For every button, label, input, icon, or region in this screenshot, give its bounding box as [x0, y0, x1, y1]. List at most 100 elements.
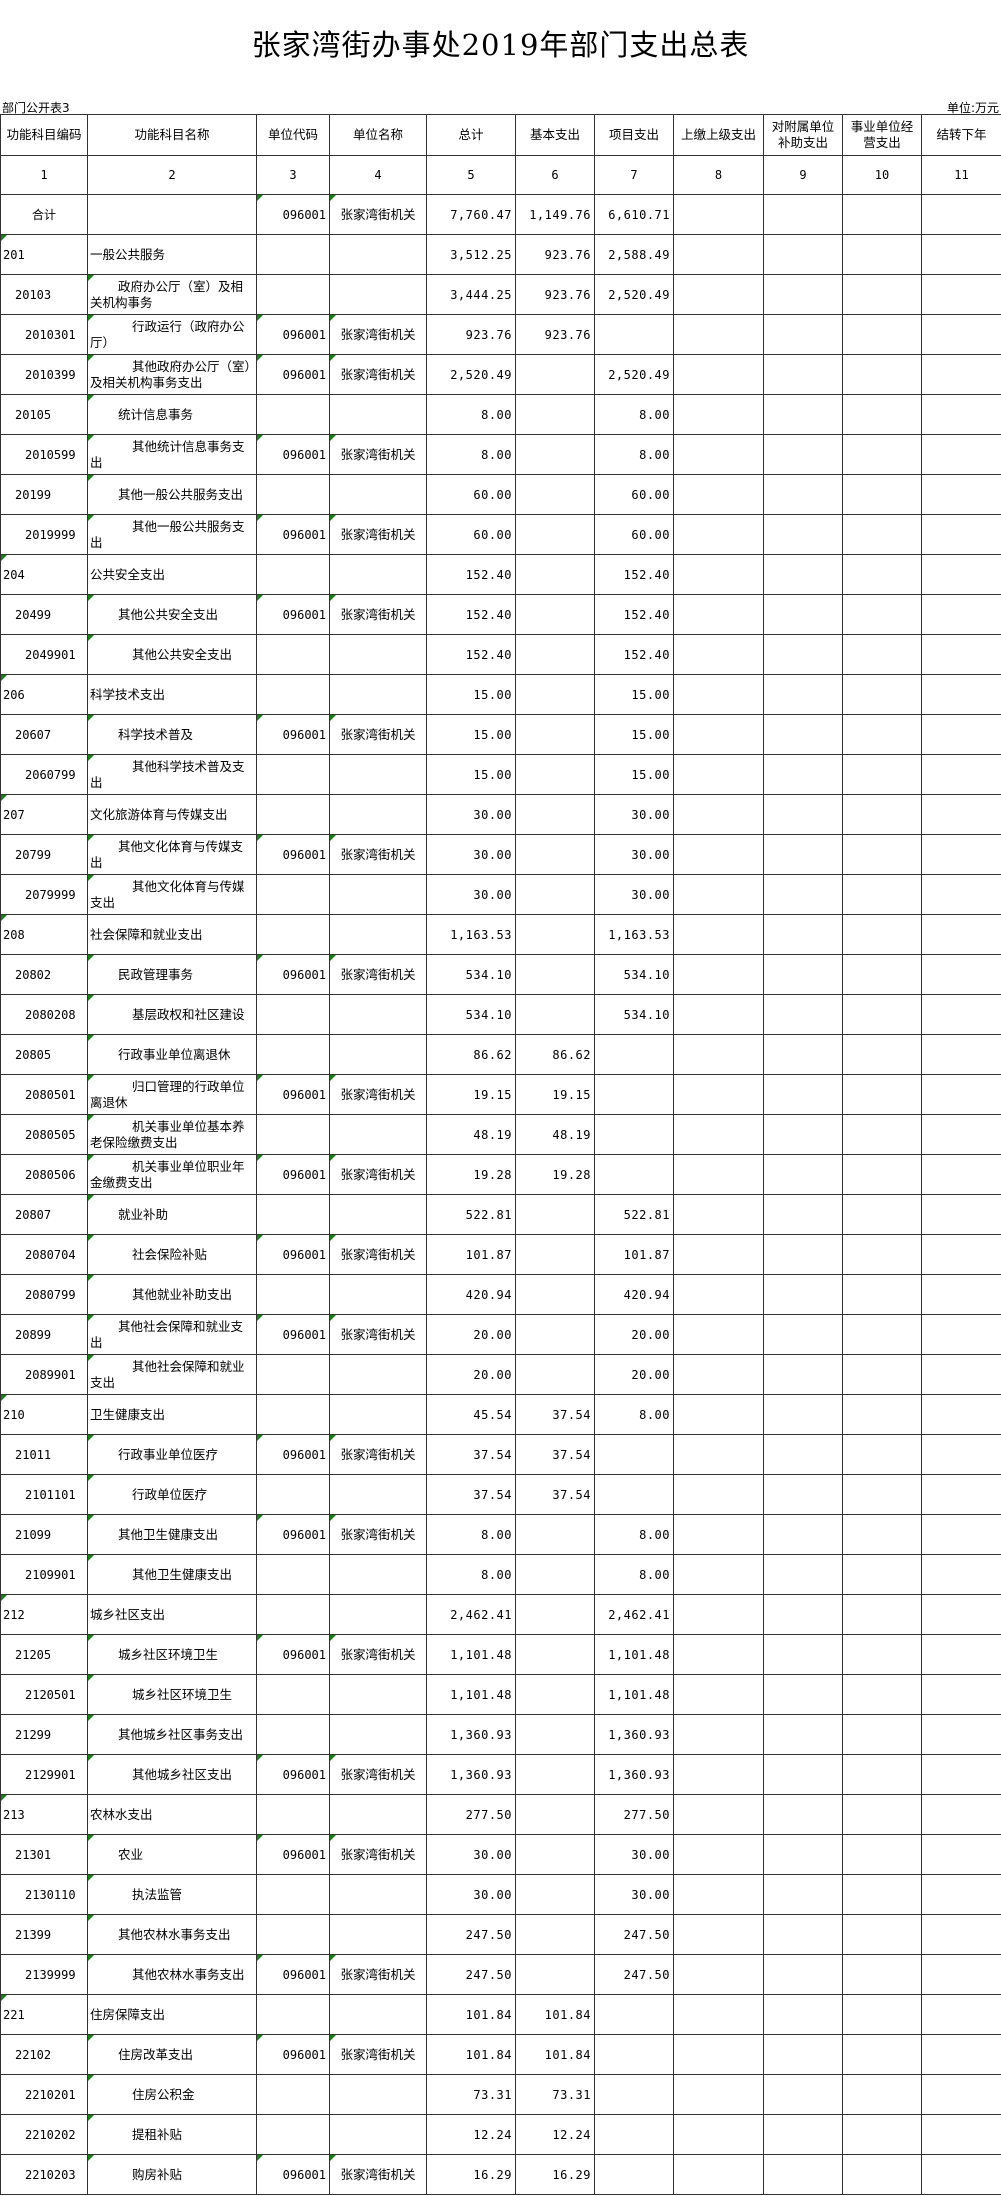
unit-code-cell: 096001	[256, 714, 330, 755]
basic-cell	[515, 1834, 595, 1875]
remit-upper-cell	[673, 434, 764, 475]
subsidy-cell	[763, 1314, 843, 1355]
unit-code-cell	[256, 1474, 330, 1515]
unit-code-cell: 096001	[256, 1434, 330, 1475]
code-cell: 2120501	[0, 1674, 88, 1715]
subsidy-cell	[763, 354, 843, 395]
code-cell: 20802	[0, 954, 88, 995]
column-number: 3	[256, 155, 330, 195]
basic-cell: 48.19	[515, 1114, 595, 1155]
carry-over-cell	[921, 1354, 1001, 1395]
basic-cell: 12.24	[515, 2114, 595, 2155]
business-cell	[842, 474, 922, 515]
carry-over-cell	[921, 194, 1001, 235]
carry-over-cell	[921, 1114, 1001, 1155]
name-cell: 民政管理事务	[87, 954, 257, 995]
project-cell: 534.10	[594, 954, 674, 995]
unit-name-cell	[329, 1794, 427, 1835]
total-cell: 15.00	[426, 674, 516, 715]
code-cell: 2089901	[0, 1354, 88, 1395]
project-cell: 15.00	[594, 714, 674, 755]
project-cell: 522.81	[594, 1194, 674, 1235]
total-cell: 15.00	[426, 754, 516, 795]
name-cell: 购房补贴	[87, 2154, 257, 2195]
unit-code-cell: 096001	[256, 1314, 330, 1355]
carry-over-cell	[921, 554, 1001, 595]
remit-upper-cell	[673, 994, 764, 1035]
unit-name-cell	[329, 1034, 427, 1075]
code-cell: 2080505	[0, 1114, 88, 1155]
unit-code-cell: 096001	[256, 834, 330, 875]
unit-code-cell: 096001	[256, 514, 330, 555]
project-cell	[594, 2114, 674, 2155]
unit-name-cell	[329, 674, 427, 715]
name-cell: 社会保险补贴	[87, 1234, 257, 1275]
remit-upper-cell	[673, 2074, 764, 2115]
remit-upper-cell	[673, 1514, 764, 1555]
remit-upper-cell	[673, 1354, 764, 1395]
basic-cell	[515, 594, 595, 635]
carry-over-cell	[921, 1834, 1001, 1875]
basic-cell	[515, 554, 595, 595]
carry-over-cell	[921, 1474, 1001, 1515]
unit-code-cell: 096001	[256, 1234, 330, 1275]
total-cell: 60.00	[426, 514, 516, 555]
table-row: 2080704 社会保险补贴 096001 张家湾街机关 101.87 101.87	[0, 1234, 1001, 1275]
carry-over-cell	[921, 1794, 1001, 1835]
table-row: 20799 其他文化体育与传媒支出 096001 张家湾街机关 30.00 30.00	[0, 834, 1001, 875]
basic-cell: 19.15	[515, 1074, 595, 1115]
project-cell: 420.94	[594, 1274, 674, 1315]
carry-over-cell	[921, 354, 1001, 395]
unit-name-cell: 张家湾街机关	[329, 1754, 427, 1795]
business-cell	[842, 634, 922, 675]
basic-cell: 37.54	[515, 1394, 595, 1435]
project-cell: 1,101.48	[594, 1674, 674, 1715]
table-row: 2129901 其他城乡社区支出 096001 张家湾街机关 1,360.93 1,360…	[0, 1754, 1001, 1795]
business-cell	[842, 1274, 922, 1315]
subsidy-cell	[763, 714, 843, 755]
unit-name-cell: 张家湾街机关	[329, 1834, 427, 1875]
total-cell: 19.28	[426, 1154, 516, 1195]
unit-code-cell: 096001	[256, 1154, 330, 1195]
header-basic: 基本支出	[515, 114, 595, 156]
total-cell: 30.00	[426, 1834, 516, 1875]
total-cell: 247.50	[426, 1914, 516, 1955]
carry-over-cell	[921, 1194, 1001, 1235]
business-cell	[842, 2114, 922, 2155]
unit-code-cell: 096001	[256, 354, 330, 395]
unit-name-cell	[329, 1994, 427, 2035]
name-cell: 其他文化体育与传媒支出	[87, 874, 257, 915]
remit-upper-cell	[673, 1954, 764, 1995]
remit-upper-cell	[673, 954, 764, 995]
unit-name-cell	[329, 274, 427, 315]
unit-code-cell	[256, 674, 330, 715]
business-cell	[842, 234, 922, 275]
code-cell: 21205	[0, 1634, 88, 1675]
carry-over-cell	[921, 634, 1001, 675]
total-cell: 1,163.53	[426, 914, 516, 955]
subsidy-cell	[763, 1794, 843, 1835]
total-cell: 522.81	[426, 1194, 516, 1235]
basic-cell	[515, 634, 595, 675]
table-row: 2010301 行政运行（政府办公厅） 096001 张家湾街机关 923.76 923.…	[0, 314, 1001, 355]
unit-name-cell: 张家湾街机关	[329, 194, 427, 235]
code-cell: 20199	[0, 474, 88, 515]
carry-over-cell	[921, 1154, 1001, 1195]
remit-upper-cell	[673, 1074, 764, 1115]
carry-over-cell	[921, 1314, 1001, 1355]
project-cell: 15.00	[594, 754, 674, 795]
carry-over-cell	[921, 514, 1001, 555]
unit-code-cell	[256, 554, 330, 595]
code-cell: 208	[0, 914, 88, 955]
code-cell: 2080704	[0, 1234, 88, 1275]
carry-over-cell	[921, 1954, 1001, 1995]
name-cell: 提租补贴	[87, 2114, 257, 2155]
table-row: 20802 民政管理事务 096001 张家湾街机关 534.10 534.10	[0, 954, 1001, 995]
column-number: 1	[0, 155, 88, 195]
project-cell	[594, 1034, 674, 1075]
basic-cell: 73.31	[515, 2074, 595, 2115]
code-cell: 20103	[0, 274, 88, 315]
name-cell: 社会保障和就业支出	[87, 914, 257, 955]
unit-name-cell	[329, 1554, 427, 1595]
project-cell	[594, 1154, 674, 1195]
